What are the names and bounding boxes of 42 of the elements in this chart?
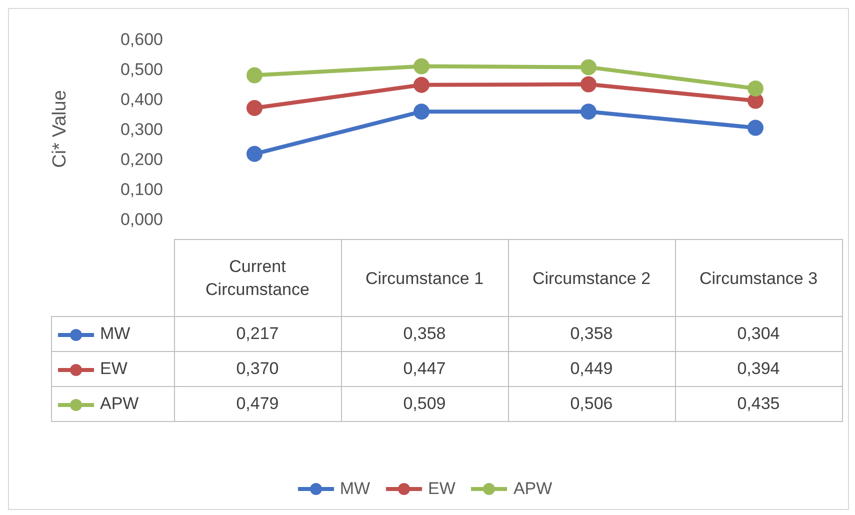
- point: [246, 67, 262, 84]
- text: EW: [428, 479, 456, 498]
- data-label: 0,358: [508, 316, 675, 352]
- y-tick-label: 0,300: [120, 120, 163, 140]
- data-label: 0,506: [508, 386, 675, 422]
- point: [414, 58, 430, 74]
- data-label: 0,449: [508, 352, 675, 386]
- data-label: 0,479: [174, 386, 341, 422]
- x-tick-label: Circumstance 2: [508, 240, 675, 316]
- y-tick-label: 0,600: [120, 30, 163, 50]
- y-tick-label: 0,400: [120, 90, 163, 110]
- y-tick-label: 0,200: [120, 150, 163, 170]
- data-label: 0,394: [675, 352, 842, 386]
- point: [414, 104, 430, 120]
- y-tick-label: 0,100: [120, 180, 163, 200]
- y-tick-label: 0,000: [120, 210, 163, 230]
- point: [580, 76, 596, 92]
- data-label: 0,217: [174, 316, 341, 352]
- point: [748, 120, 764, 136]
- x-tick-label: Current Circumstance: [174, 240, 341, 316]
- text: MW: [340, 479, 370, 498]
- x-tick-label: Circumstance 1: [341, 240, 508, 316]
- point: [414, 76, 430, 93]
- x-tick-label: Circumstance 3: [675, 240, 842, 316]
- point: [246, 146, 262, 162]
- y-tick-label: 0,500: [120, 60, 163, 80]
- data-label: 0,509: [341, 386, 508, 422]
- data-label: 0,304: [675, 316, 842, 352]
- data-label: 0,358: [341, 316, 508, 352]
- text: APW: [513, 479, 552, 498]
- point: [580, 104, 596, 120]
- legend-label: MW: [52, 316, 174, 352]
- point: [580, 59, 596, 76]
- point: [748, 92, 764, 109]
- data-label: 0,447: [341, 352, 508, 386]
- legend-label: EW: [52, 352, 174, 386]
- data-label: 0,370: [174, 352, 341, 386]
- legend-label: APW: [52, 386, 174, 422]
- y-axis-title: Ci* Value: [50, 90, 71, 168]
- point: [748, 80, 764, 96]
- data-label: 0,435: [675, 386, 842, 422]
- point: [246, 100, 262, 116]
